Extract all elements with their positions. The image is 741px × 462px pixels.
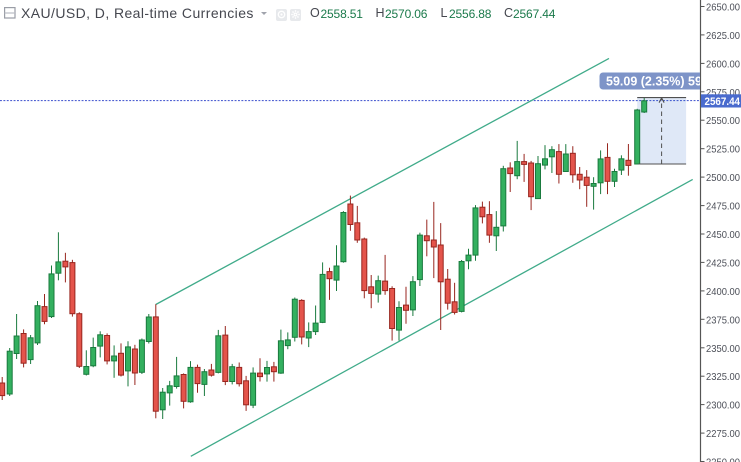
svg-text:2475.00: 2475.00 <box>706 201 740 213</box>
svg-text:2500.00: 2500.00 <box>706 172 740 184</box>
svg-text:2625.00: 2625.00 <box>706 30 740 42</box>
svg-text:2350.00: 2350.00 <box>706 343 740 355</box>
svg-text:59.09 (2.35%) 59: 59.09 (2.35%) 59 <box>606 75 702 89</box>
svg-text:2525.00: 2525.00 <box>706 144 740 156</box>
svg-text:2600.00: 2600.00 <box>706 58 740 70</box>
svg-text:2275.00: 2275.00 <box>706 428 740 440</box>
svg-text:2450.00: 2450.00 <box>706 229 740 241</box>
svg-text:2400.00: 2400.00 <box>706 286 740 298</box>
svg-text:2550.00: 2550.00 <box>706 115 740 127</box>
svg-text:2650.00: 2650.00 <box>706 2 740 14</box>
svg-text:2425.00: 2425.00 <box>706 257 740 269</box>
svg-text:2567.44: 2567.44 <box>705 96 741 108</box>
svg-text:2300.00: 2300.00 <box>706 400 740 412</box>
svg-text:2250.00: 2250.00 <box>706 457 740 462</box>
svg-text:2375.00: 2375.00 <box>706 314 740 326</box>
svg-text:2325.00: 2325.00 <box>706 371 740 383</box>
